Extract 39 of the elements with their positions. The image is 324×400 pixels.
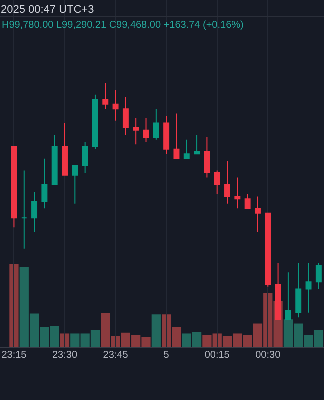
- candlestick: [42, 158, 48, 210]
- candlestick: [194, 134, 200, 155]
- candlestick: [72, 165, 78, 204]
- candlestick: [306, 262, 312, 314]
- candlestick: [52, 134, 58, 186]
- candlestick: [254, 196, 261, 233]
- candlestick: [224, 160, 230, 204]
- candlestick: [143, 118, 150, 143]
- candlestick: [153, 108, 160, 140]
- candlestick: [204, 137, 210, 178]
- candlestick: [21, 170, 28, 250]
- x-tick-label: 23:15: [2, 350, 28, 361]
- candlestick: [92, 94, 98, 150]
- candlestick: [164, 116, 170, 155]
- x-tick-label: 23:30: [52, 350, 78, 361]
- candlestick: [122, 96, 129, 136]
- candlestick: [234, 177, 241, 210]
- candlestick: [62, 122, 68, 176]
- candlestick: [102, 82, 109, 110]
- chart-subtitle: H99,780.00 L99,290.21 C99,468.00 +163.74 (+0.16%): [2, 20, 244, 31]
- candlestick: [133, 118, 140, 146]
- candlestick: [265, 212, 272, 288]
- bar: [10, 264, 19, 347]
- candlestick: [174, 113, 180, 160]
- candlestick: [112, 90, 119, 122]
- x-tick-label: 00:15: [204, 350, 230, 361]
- chart-title: 2025 00:47 UTC+3: [0, 4, 94, 16]
- candlestick: [316, 262, 322, 290]
- candlestick: [244, 194, 251, 210]
- bar: [152, 314, 161, 347]
- candlestick: [296, 262, 302, 318]
- candlestick: [82, 142, 88, 174]
- candlestick: [32, 192, 38, 233]
- x-tick-label: 00:30: [256, 350, 282, 361]
- candlestick: [11, 146, 18, 228]
- candlestick: [184, 139, 190, 160]
- candlestick: [214, 170, 220, 195]
- x-tick-label: 23:45: [103, 350, 129, 361]
- x-tick-label: 5: [164, 350, 170, 361]
